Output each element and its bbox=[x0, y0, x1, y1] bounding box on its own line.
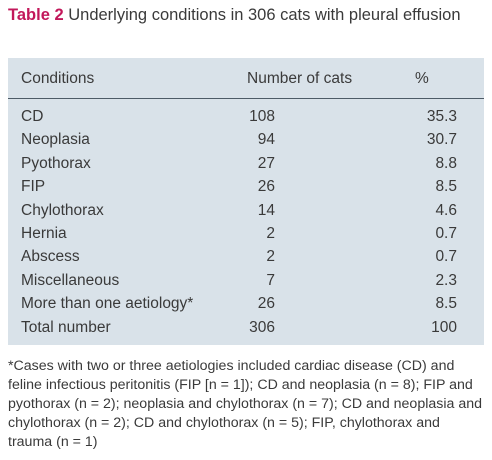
number-of-cats-cell: 26 bbox=[257, 178, 275, 196]
conditions-table: Conditions Number of cats % CD 108 35.3 Neo… bbox=[8, 58, 484, 345]
percent-cell: 35.3 bbox=[426, 108, 457, 125]
table-row: Neoplasia 94 30.7 bbox=[8, 129, 484, 152]
percent-cell: 0.7 bbox=[435, 248, 457, 266]
number-of-cats-cell: 2 bbox=[266, 224, 275, 242]
condition-cell: Abscess bbox=[21, 248, 80, 266]
condition-cell: More than one aetiology* bbox=[21, 295, 194, 313]
percent-cell: 100 bbox=[431, 318, 457, 336]
condition-cell: CD bbox=[21, 108, 44, 125]
header-divider bbox=[8, 98, 484, 99]
table-row: CD 108 35.3 bbox=[8, 106, 484, 129]
percent-cell: 30.7 bbox=[426, 131, 457, 149]
number-of-cats-cell: 94 bbox=[257, 131, 275, 149]
header-number-of-cats: Number of cats bbox=[247, 70, 353, 87]
number-of-cats-cell: 306 bbox=[249, 318, 275, 336]
condition-cell: Pyothorax bbox=[21, 154, 91, 172]
condition-cell: Chylothorax bbox=[21, 201, 104, 219]
number-of-cats-cell: 26 bbox=[257, 295, 275, 313]
percent-cell: 8.8 bbox=[435, 154, 457, 172]
condition-cell: Hernia bbox=[21, 224, 67, 242]
table-row: FIP 26 8.5 bbox=[8, 176, 484, 199]
number-of-cats-cell: 27 bbox=[257, 154, 275, 172]
table-row: Total number 306 100 bbox=[8, 317, 484, 340]
percent-cell: 8.5 bbox=[435, 295, 457, 313]
number-of-cats-cell: 14 bbox=[257, 201, 275, 219]
table-number-label: Table 2 bbox=[8, 6, 64, 24]
header-percent: % bbox=[415, 70, 429, 87]
number-of-cats-cell: 2 bbox=[266, 248, 275, 266]
table-title: Underlying conditions in 306 cats with p… bbox=[68, 6, 461, 24]
table-body: CD 108 35.3 Neoplasia 94 30.7 Pyothorax 27 8.8 FI… bbox=[8, 106, 484, 340]
table-caption: Table 2 Underlying conditions in 306 cat… bbox=[8, 5, 478, 26]
percent-cell: 2.3 bbox=[435, 271, 457, 289]
percent-cell: 0.7 bbox=[435, 224, 457, 242]
number-of-cats-cell: 108 bbox=[249, 108, 275, 125]
header-conditions: Conditions bbox=[21, 70, 95, 87]
condition-cell: Miscellaneous bbox=[21, 271, 120, 289]
percent-cell: 4.6 bbox=[435, 201, 457, 219]
condition-cell: Total number bbox=[21, 318, 111, 336]
percent-cell: 8.5 bbox=[435, 178, 457, 196]
table-row: Hernia 2 0.7 bbox=[8, 223, 484, 246]
table-row: Chylothorax 14 4.6 bbox=[8, 200, 484, 223]
table-row: Abscess 2 0.7 bbox=[8, 246, 484, 269]
condition-cell: FIP bbox=[21, 178, 46, 196]
number-of-cats-cell: 7 bbox=[266, 271, 275, 289]
table-header-row: Conditions Number of cats % bbox=[8, 58, 484, 98]
table-row: More than one aetiology* 26 8.5 bbox=[8, 293, 484, 316]
condition-cell: Neoplasia bbox=[21, 131, 90, 149]
table-footnote: *Cases with two or three aetiologies inc… bbox=[8, 358, 482, 450]
table-row: Miscellaneous 7 2.3 bbox=[8, 270, 484, 293]
table-row: Pyothorax 27 8.8 bbox=[8, 153, 484, 176]
